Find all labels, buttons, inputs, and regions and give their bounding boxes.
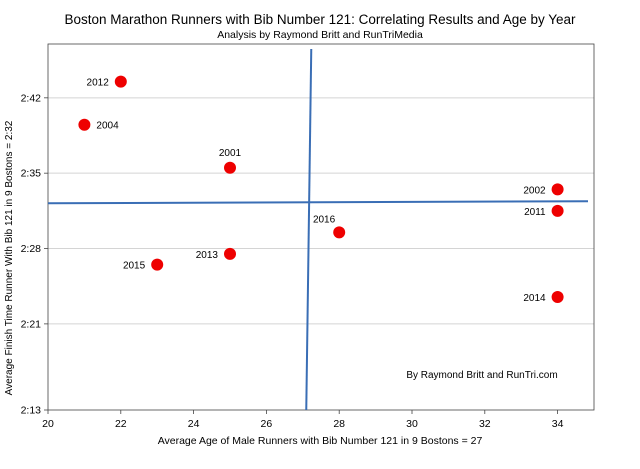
- x-tick-label: 34: [552, 418, 564, 430]
- data-point-2014: [551, 290, 564, 303]
- data-label-2016: 2016: [313, 214, 336, 225]
- average-time-line: [47, 200, 589, 205]
- chart-annotation: By Raymond Britt and RunTri.com: [406, 370, 557, 381]
- data-label-2012: 2012: [87, 78, 110, 89]
- data-label-2004: 2004: [96, 121, 119, 132]
- plot-area-frame: [47, 43, 595, 411]
- x-axis-label: Average Age of Male Runners with Bib Num…: [158, 435, 483, 447]
- chart-subtitle: Analysis by Raymond Britt and RunTriMedi…: [217, 29, 423, 41]
- data-point-2015: [151, 258, 164, 271]
- average-age-line: [305, 48, 313, 411]
- y-tick-label: 2:28: [21, 243, 42, 255]
- x-tick-label: 20: [42, 418, 54, 430]
- chart-title: Boston Marathon Runners with Bib Number …: [64, 12, 576, 27]
- grid-lines: [48, 97, 594, 325]
- x-tick-label: 28: [333, 418, 345, 430]
- y-tick-label: 2:35: [21, 168, 42, 180]
- x-tick-label: 30: [406, 418, 418, 430]
- data-label-2001: 2001: [219, 148, 242, 159]
- data-label-2015: 2015: [123, 261, 146, 272]
- x-tick-label: 32: [479, 418, 491, 430]
- data-point-2013: [224, 247, 236, 260]
- y-axis-ticks: 2:13 2:21 2:28 2:35 2:42: [21, 92, 48, 417]
- reference-lines: [47, 48, 589, 411]
- data-label-2014: 2014: [523, 293, 546, 304]
- y-tick-label: 2:42: [21, 92, 42, 104]
- x-tick-label: 24: [188, 418, 200, 430]
- data-points: 2012 2004 2001 2002 2011 2016 2013 2015 2014: [78, 75, 564, 304]
- y-axis-label: Average Finish Time Runner With Bib 121 …: [4, 120, 15, 395]
- data-point-2002: [551, 183, 564, 196]
- x-tick-label: 22: [115, 418, 127, 430]
- data-label-2002: 2002: [523, 185, 546, 196]
- y-tick-label: 2:21: [21, 318, 42, 330]
- y-tick-label: 2:13: [21, 405, 42, 417]
- data-point-2012: [114, 75, 127, 88]
- data-point-2016: [333, 226, 346, 239]
- data-label-2011: 2011: [524, 207, 546, 218]
- x-axis-ticks: 20 22 24 26 28 30 32 34: [42, 410, 564, 430]
- data-point-2001: [224, 161, 236, 174]
- data-label-2013: 2013: [196, 250, 219, 261]
- data-point-2004: [78, 118, 91, 131]
- data-point-2011: [551, 204, 564, 217]
- x-tick-label: 26: [261, 418, 273, 430]
